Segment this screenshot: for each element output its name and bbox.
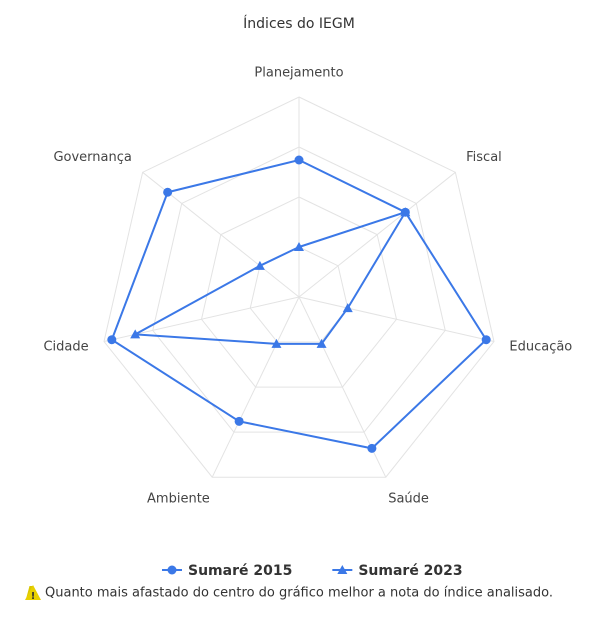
data-point [367, 443, 377, 453]
series-line [131, 210, 408, 345]
data-point [271, 338, 282, 348]
grid-ring [103, 96, 495, 478]
axis-label: Governança [53, 150, 131, 165]
data-point [316, 338, 327, 348]
grid-ring [200, 196, 398, 388]
footnote: ! Quanto mais afastado do centro do gráf… [25, 585, 553, 602]
data-point [294, 242, 304, 251]
axis-label: Educação [509, 339, 572, 354]
data-point [130, 329, 141, 339]
axis-label: Saúde [388, 491, 429, 506]
data-point [163, 187, 173, 197]
axis-label: Cidade [43, 339, 88, 354]
grid-ring [249, 246, 349, 343]
legend-marker [337, 565, 348, 574]
data-point [107, 335, 117, 345]
legend-label: Sumaré 2015 [188, 563, 292, 579]
chart-title: Índices do IEGM [243, 15, 355, 32]
data-point [294, 155, 304, 165]
data-point [234, 416, 244, 426]
warning-mark: ! [31, 591, 36, 602]
data-point [254, 260, 265, 270]
axis-label: Planejamento [254, 66, 343, 81]
series-line [110, 158, 488, 450]
data-point [342, 303, 353, 313]
axis-label: Fiscal [466, 150, 502, 165]
axis-line [298, 296, 495, 342]
grid-ring [152, 146, 446, 433]
data-point [481, 335, 491, 345]
data-point [400, 207, 411, 217]
axis-line [298, 171, 456, 298]
warning-icon [25, 585, 41, 600]
legend-marker [167, 565, 177, 575]
legend-label: Sumaré 2023 [358, 563, 462, 579]
footnote-text: Quanto mais afastado do centro do gráfic… [45, 586, 553, 601]
axis-line [211, 296, 300, 478]
axis-label: Ambiente [147, 491, 210, 506]
